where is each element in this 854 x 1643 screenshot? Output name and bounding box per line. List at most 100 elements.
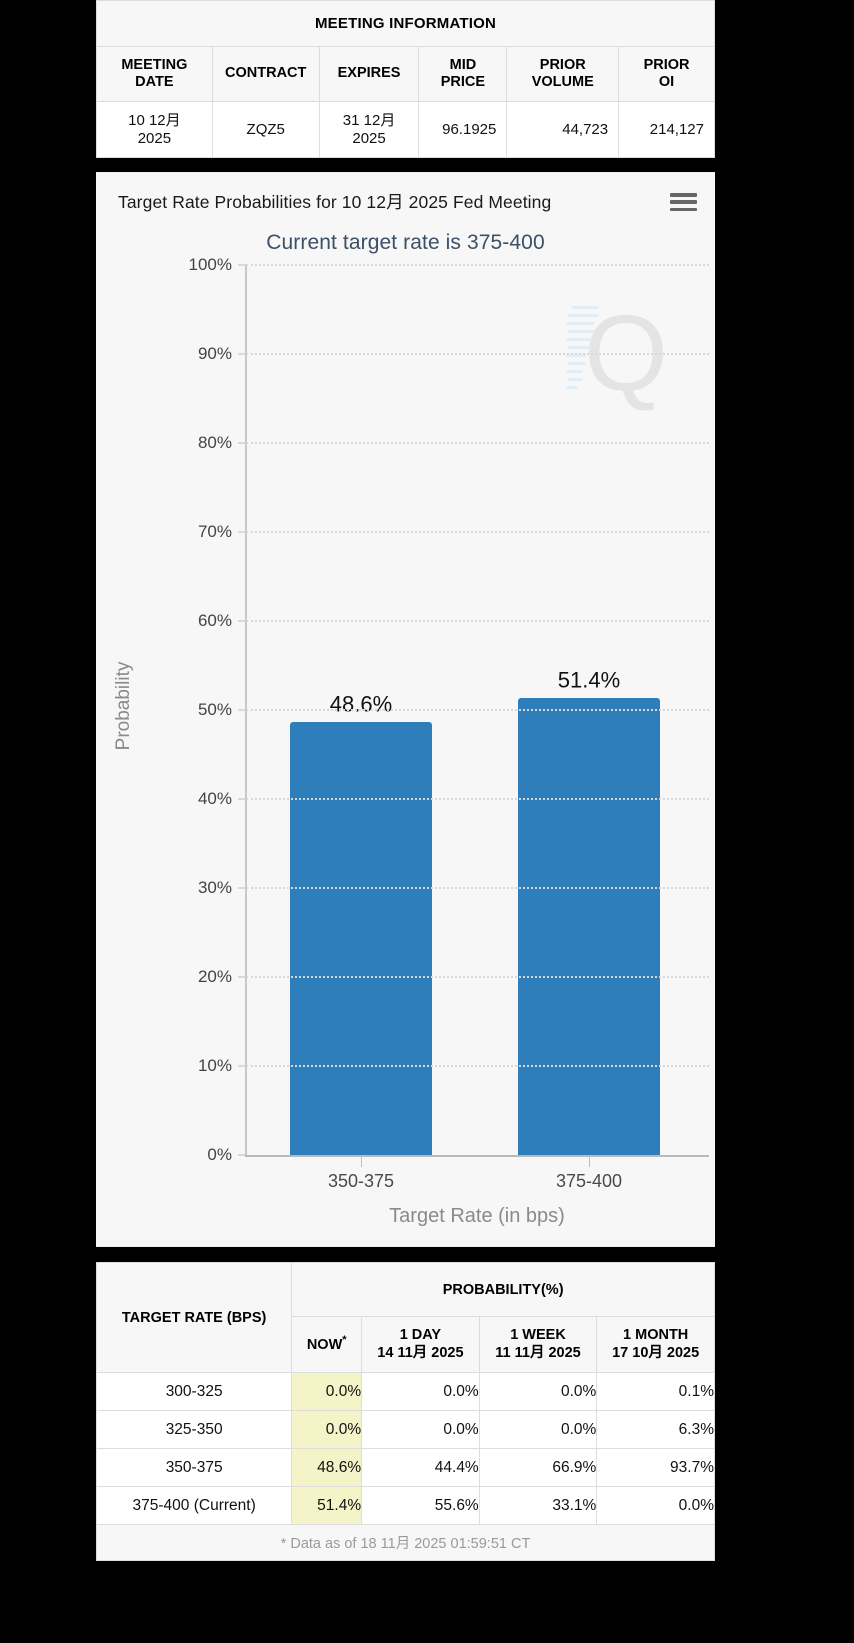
column-header-prior-oi: PRIOR OI (618, 46, 715, 102)
y-axis-ticks: 0% 10% 20% 30% 40% 50% 60% 70% 80% 90% 100% (132, 255, 232, 1164)
chart-gridline (246, 442, 709, 444)
cell-probability-now: 51.4% (291, 1486, 363, 1525)
chart-gridline (246, 353, 709, 355)
y-axis-tick-label: 0% (207, 1145, 232, 1164)
chart-gridline (246, 798, 709, 800)
cell-probability-1-day: 0.0% (361, 1410, 480, 1449)
y-axis-tick-label: 60% (197, 611, 232, 630)
header-date: 14 11月 2025 (377, 1344, 464, 1361)
header-label: 1 WEEK (510, 1327, 566, 1344)
y-axis-tick-label: 70% (197, 522, 232, 541)
y-axis-tick-mark (238, 353, 246, 355)
cell-contract: ZQZ5 (211, 101, 320, 158)
y-axis-tick-label: 10% (197, 1056, 232, 1075)
cell-prior-oi: 214,127 (618, 101, 715, 158)
y-axis-tick-label: 80% (197, 433, 232, 452)
table-row: 325-350 0.0% 0.0% 0.0% 6.3% (95, 1410, 715, 1449)
cell-meeting-date: 10 12月 2025 (96, 101, 213, 158)
y-axis-tick-mark (238, 442, 246, 444)
y-axis-tick-mark (238, 976, 246, 978)
table-row: 300-325 0.0% 0.0% 0.0% 0.1% (95, 1372, 715, 1411)
meeting-information-table: MEETING INFORMATION MEETING DATE CONTRAC… (96, 0, 715, 158)
x-axis-tick-label: 375-400 (555, 1171, 623, 1191)
cell-target-rate: 325-350 (95, 1410, 293, 1449)
cell-target-rate: 300-325 (95, 1372, 293, 1411)
y-axis-tick-mark (238, 798, 246, 800)
y-axis-tick-label: 50% (197, 700, 232, 719)
y-axis-tick-label: 40% (197, 789, 232, 808)
header-line-1: MID (449, 56, 477, 73)
y-axis-tick-mark (238, 887, 246, 889)
cell-line-2: 2025 (137, 129, 172, 147)
footnote-marker: * (342, 1334, 347, 1347)
chart-gridline (246, 531, 709, 533)
cell-probability-1-week: 66.9% (478, 1448, 598, 1487)
y-axis-tick-mark (238, 709, 246, 711)
cell-probability-1-month: 0.0% (596, 1486, 715, 1525)
probability-chart-panel: Target Rate Probabilities for 10 12月 202… (96, 172, 715, 1247)
table-footer-row: * Data as of 18 11月 2025 01:59:51 CT (96, 1524, 715, 1561)
probability-table: TARGET RATE (BPS) PROBABILITY(%) NOW* 1 … (95, 1262, 715, 1561)
header-label: 1 DAY (399, 1327, 442, 1344)
probability-table-panel: TARGET RATE (BPS) PROBABILITY(%) NOW* 1 … (95, 1262, 715, 1561)
y-axis-tick-mark (238, 620, 246, 622)
cell-probability-1-week: 0.0% (478, 1410, 598, 1449)
header-line-2: DATE (135, 74, 174, 90)
column-header-meeting-date: MEETING DATE (96, 46, 213, 102)
bar-group: 48.6% (247, 265, 475, 1155)
header-line-1: MEETING (121, 56, 188, 73)
chart-header: Target Rate Probabilities for 10 12月 202… (96, 173, 715, 229)
cell-line-1: 31 12月 (342, 111, 396, 129)
bar-group: 51.4% (475, 265, 703, 1155)
cell-target-rate: 350-375 (95, 1448, 293, 1487)
chart-gridline (246, 620, 709, 622)
meeting-information-title: MEETING INFORMATION (96, 0, 715, 47)
column-header-target-rate: TARGET RATE (BPS) (95, 1262, 293, 1373)
table-header-row: MEETING DATE CONTRACT EXPIRES MID PRICE … (96, 46, 715, 102)
x-axis-line (245, 1155, 709, 1157)
cell-expires: 31 12月 2025 (318, 101, 420, 158)
header-line-1: PRIOR (643, 56, 690, 73)
chart-gridline (246, 976, 709, 978)
x-axis-tick-mark (361, 1157, 362, 1167)
chart-gridline (246, 1065, 709, 1067)
cell-line-2: 2025 (352, 129, 386, 147)
cell-probability-now: 0.0% (291, 1410, 363, 1449)
table-row: 375-400 (Current) 51.4% 55.6% 33.1% 0.0% (95, 1486, 715, 1525)
cell-probability-1-week: 0.0% (478, 1372, 598, 1411)
cell-probability-1-day: 44.4% (361, 1448, 480, 1487)
chart-title: Target Rate Probabilities for 10 12月 202… (118, 192, 552, 212)
cell-prior-volume: 44,723 (506, 101, 620, 158)
y-axis-tick-label: 20% (197, 967, 232, 986)
header-date: 11 11月 2025 (495, 1344, 581, 1361)
column-header-prior-volume: PRIOR VOLUME (506, 46, 620, 102)
chart-bar[interactable] (518, 697, 660, 1155)
cell-probability-1-day: 55.6% (361, 1486, 480, 1525)
probability-table-body: 300-325 0.0% 0.0% 0.0% 0.1% 325-350 0.0% 0.0% 0.… (95, 1372, 715, 1525)
y-axis-tick-mark (238, 531, 246, 533)
cell-mid-price: 96.1925 (418, 101, 508, 158)
data-timestamp-footnote: * Data as of 18 11月 2025 01:59:51 CT (96, 1524, 715, 1561)
bar-value-label: 51.4% (557, 666, 621, 692)
chart-bar[interactable] (290, 722, 432, 1155)
column-header-1-day: 1 DAY 14 11月 2025 (361, 1316, 480, 1373)
bar-value-label: 48.6% (329, 691, 393, 717)
table-row: MEETING INFORMATION (96, 0, 715, 47)
column-header-now: NOW* (291, 1316, 363, 1373)
header-label: NOW (306, 1337, 343, 1354)
column-header-contract: CONTRACT (211, 46, 320, 102)
table-header-row: TARGET RATE (BPS) PROBABILITY(%) (95, 1262, 715, 1373)
y-axis-tick-mark (238, 1154, 246, 1156)
y-axis-tick-label: 30% (197, 878, 232, 897)
meeting-information-panel: MEETING INFORMATION MEETING DATE CONTRAC… (96, 0, 715, 158)
y-axis-tick-mark (238, 264, 246, 266)
cell-probability-1-month: 93.7% (596, 1448, 715, 1487)
hamburger-menu-icon[interactable] (670, 193, 697, 211)
column-header-mid-price: MID PRICE (418, 46, 508, 102)
cell-probability-1-month: 0.1% (596, 1372, 715, 1411)
column-header-1-month: 1 MONTH 17 10月 2025 (596, 1316, 715, 1373)
probability-table-title: PROBABILITY(%) (291, 1262, 715, 1317)
cell-line-1: 10 12月 (128, 111, 181, 129)
cell-probability-1-week: 33.1% (478, 1486, 598, 1525)
